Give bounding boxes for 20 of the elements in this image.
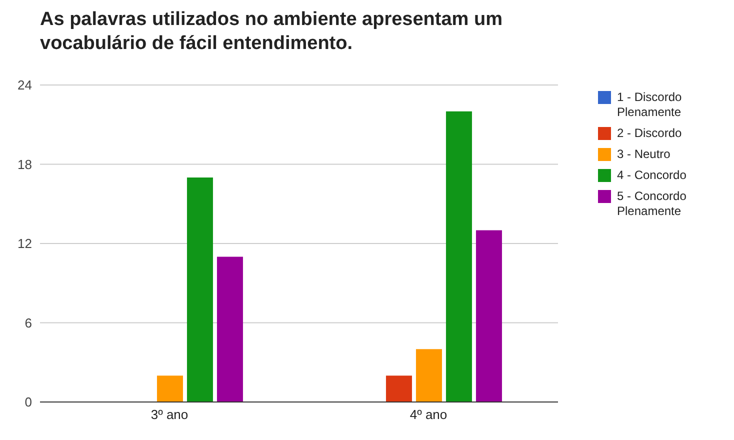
legend-label: 5 - Concordo Plenamente [617, 189, 688, 219]
y-tick-label: 0 [24, 394, 32, 410]
y-tick-label: 6 [24, 315, 32, 330]
bar [476, 230, 502, 402]
y-tick-label: 12 [18, 236, 32, 252]
legend-label: 2 - Discordo [617, 126, 682, 141]
bar [446, 111, 472, 402]
bar [416, 349, 442, 402]
y-tick-label: 24 [18, 78, 32, 93]
x-tick-label: 3º ano [150, 407, 188, 422]
bar [186, 177, 213, 402]
legend-label: 1 - Discordo Plenamente [617, 90, 683, 120]
bar [386, 376, 412, 402]
bar [156, 376, 183, 402]
bar [216, 256, 243, 402]
x-tick-label: 4º ano [410, 407, 448, 422]
chart-title: As palavras utilizados no ambiente apresentam um vocabulário de fácil entendimento. [40, 8, 504, 56]
y-tick-label: 18 [18, 156, 32, 172]
legend-label: 4 - Concordo [617, 168, 686, 183]
legend-label: 3 - Neutro [617, 147, 670, 162]
